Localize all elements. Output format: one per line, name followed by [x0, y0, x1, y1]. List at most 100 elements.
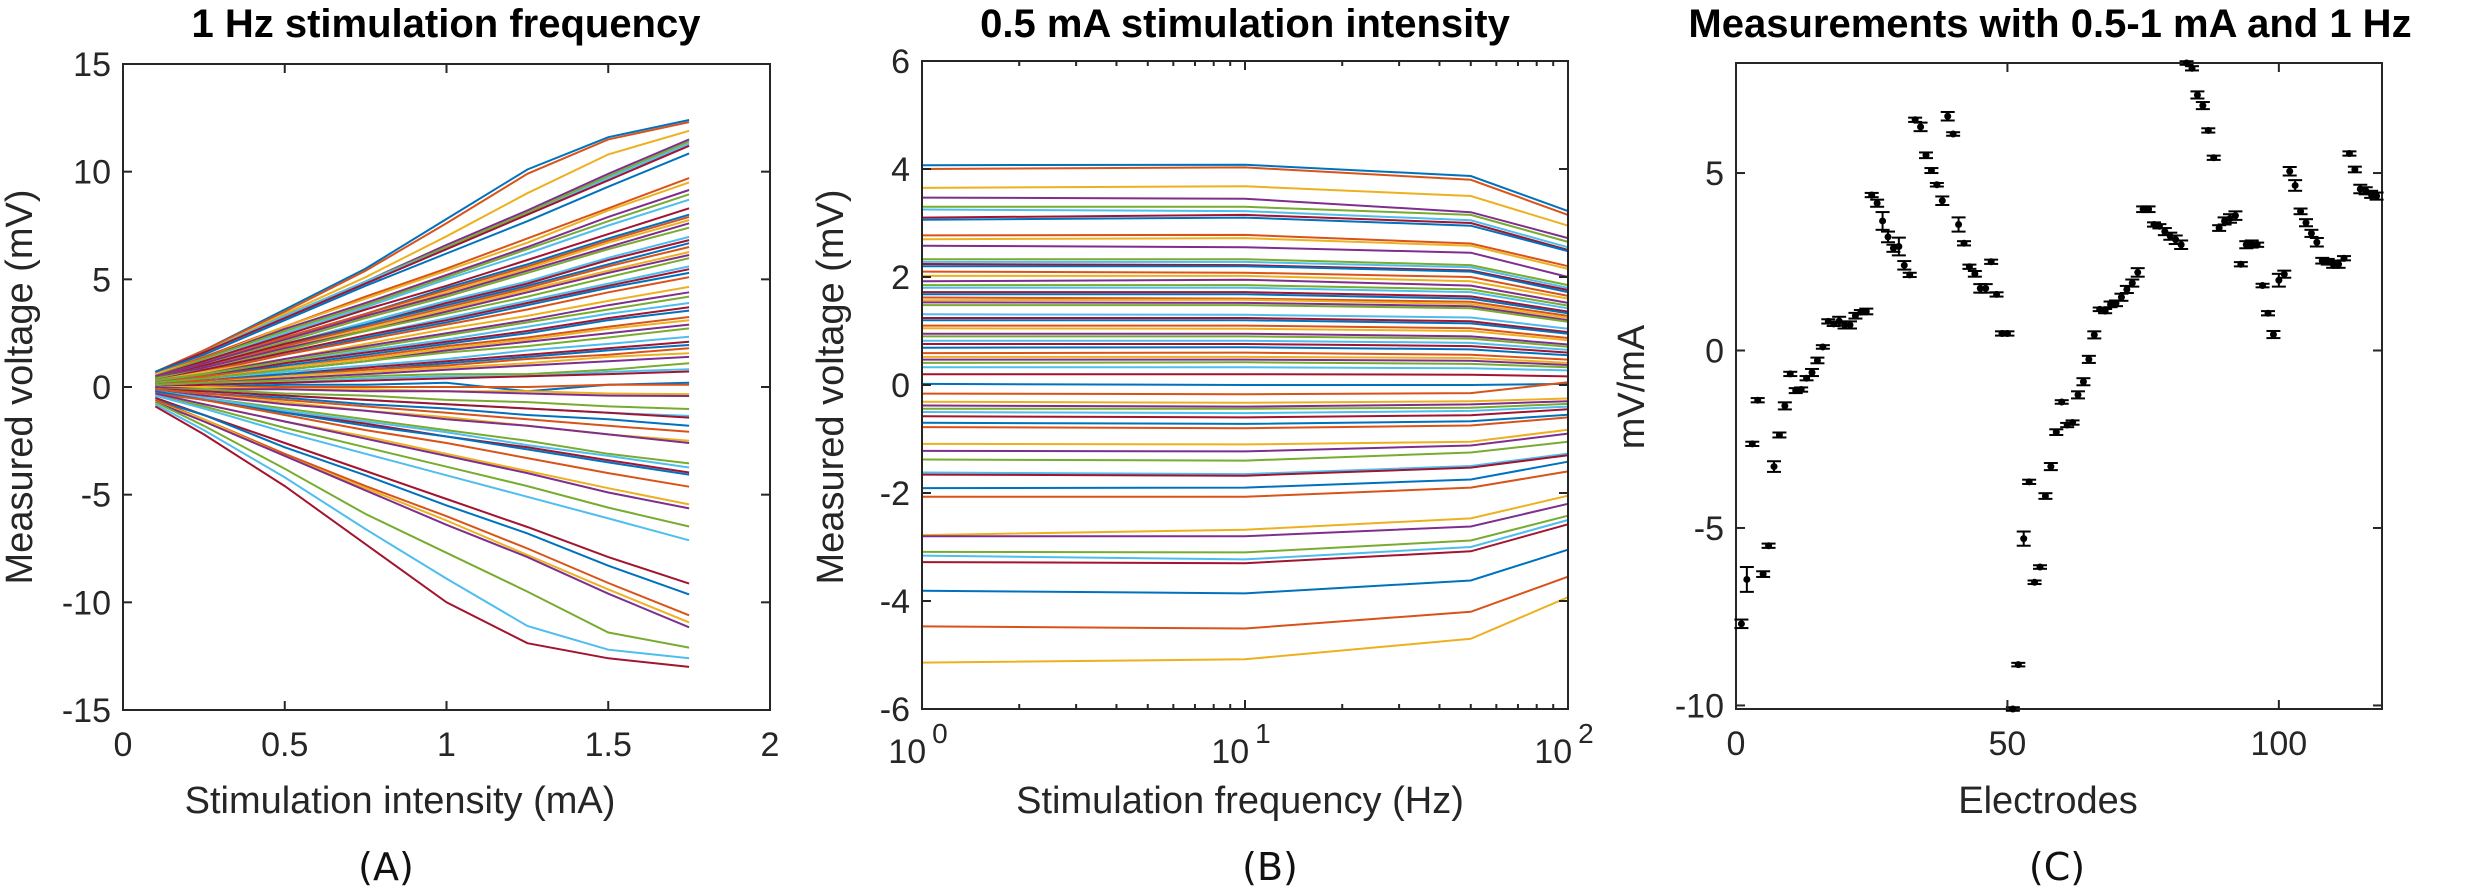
- marker: [1933, 181, 1941, 189]
- marker: [1868, 191, 1876, 199]
- series-line: [155, 316, 690, 384]
- xtick-label: 100: [2250, 725, 2307, 763]
- data-point: [2347, 165, 2362, 174]
- series-line: [155, 388, 690, 433]
- marker: [2286, 167, 2294, 175]
- series-line: [921, 166, 1569, 216]
- marker: [1819, 343, 1827, 351]
- marker: [2003, 329, 2011, 337]
- data-point: [1957, 239, 1971, 247]
- series-line: [922, 293, 1569, 315]
- data-point: [2071, 390, 2085, 400]
- data-point: [2201, 126, 2216, 134]
- series-line: [155, 347, 690, 386]
- series-line: [921, 270, 1569, 297]
- marker: [2302, 219, 2310, 227]
- marker: [2058, 398, 2066, 406]
- panel-b-title: 0.5 mA stimulation intensity: [980, 2, 1510, 46]
- series-line: [921, 382, 1569, 386]
- marker: [1900, 261, 1908, 269]
- data-point: [2309, 236, 2324, 248]
- series-line: [155, 295, 690, 382]
- ytick-label: -15: [62, 692, 111, 730]
- series-line: [922, 260, 1569, 289]
- series-line: [155, 398, 690, 596]
- series-line: [155, 207, 690, 378]
- series-line: [155, 394, 690, 542]
- data-point: [2076, 377, 2091, 387]
- marker: [2139, 205, 2147, 213]
- data-point: [2288, 179, 2303, 192]
- marker: [1759, 570, 1767, 578]
- ytick-label: 5: [1705, 155, 1724, 193]
- marker: [1873, 199, 1881, 207]
- data-point: [1756, 570, 1771, 578]
- marker: [1895, 243, 1903, 251]
- series-line: [154, 193, 690, 378]
- series-line: [921, 327, 1569, 342]
- xtick-label: 10 2: [1534, 718, 1593, 771]
- series-line: [921, 428, 1569, 446]
- marker: [2161, 228, 2169, 236]
- marker: [2123, 285, 2131, 293]
- data-point: [1815, 343, 1830, 351]
- series-line: [155, 254, 690, 380]
- data-point: [2304, 228, 2319, 238]
- ytick-label: 6: [891, 43, 910, 81]
- series-line: [921, 405, 1569, 415]
- series-line: [921, 351, 1569, 361]
- marker: [1743, 575, 1751, 583]
- series-line: [921, 216, 1569, 253]
- series-line: [921, 596, 1569, 664]
- marker: [1775, 431, 1783, 439]
- series-line: [921, 460, 1569, 490]
- data-point: [1881, 230, 1895, 244]
- series-line: [155, 390, 690, 444]
- series-line: [922, 319, 1569, 335]
- xtick-label-exponent: 0: [932, 718, 948, 749]
- panel-c: Measurements with 0.5-1 mA and 1 Hz 50-5…: [1611, 2, 2412, 889]
- panel-c-title: Measurements with 0.5-1 mA and 1 Hz: [1688, 2, 2411, 46]
- xtick-label: 0: [114, 726, 133, 764]
- ytick-label: 2: [891, 259, 910, 297]
- data-point: [2282, 165, 2297, 177]
- marker: [1965, 263, 1973, 271]
- series-line: [154, 152, 690, 373]
- series-line: [921, 346, 1569, 357]
- panel-a-title: 1 Hz stimulation frequency: [192, 2, 702, 46]
- marker: [2188, 64, 2196, 72]
- xtick-label-base: 10: [888, 733, 926, 771]
- xtick-label-exponent: 1: [1255, 718, 1271, 749]
- marker: [1884, 233, 1892, 241]
- data-point: [1875, 211, 1890, 231]
- panel-c-points: [1734, 59, 2384, 713]
- series-line: [921, 163, 1569, 213]
- ytick-label: -5: [1694, 510, 1724, 548]
- marker: [2193, 91, 2201, 99]
- data-point: [2233, 260, 2248, 268]
- data-point: [2141, 205, 2156, 214]
- data-point: [1783, 370, 1798, 378]
- marker: [2291, 181, 2299, 189]
- series-line: [155, 327, 690, 384]
- series-line: [154, 177, 690, 376]
- series-line: [921, 298, 1569, 319]
- panel-b: 0.5 mA stimulation intensity 6420-2-4-61…: [810, 2, 1594, 889]
- data-point: [1897, 260, 1912, 271]
- marker: [1922, 151, 1930, 159]
- data-point: [1989, 290, 2004, 298]
- marker: [1841, 321, 1849, 329]
- data-point: [1777, 401, 1792, 411]
- marker: [2079, 378, 2087, 386]
- data-point: [2277, 269, 2292, 279]
- marker: [1960, 239, 1968, 247]
- series-line: [155, 370, 690, 388]
- marker: [1949, 130, 1957, 138]
- series-line: [154, 401, 690, 629]
- series-line: [921, 361, 1569, 369]
- marker: [2117, 293, 2125, 301]
- marker: [2329, 260, 2337, 268]
- data-point: [2130, 267, 2145, 278]
